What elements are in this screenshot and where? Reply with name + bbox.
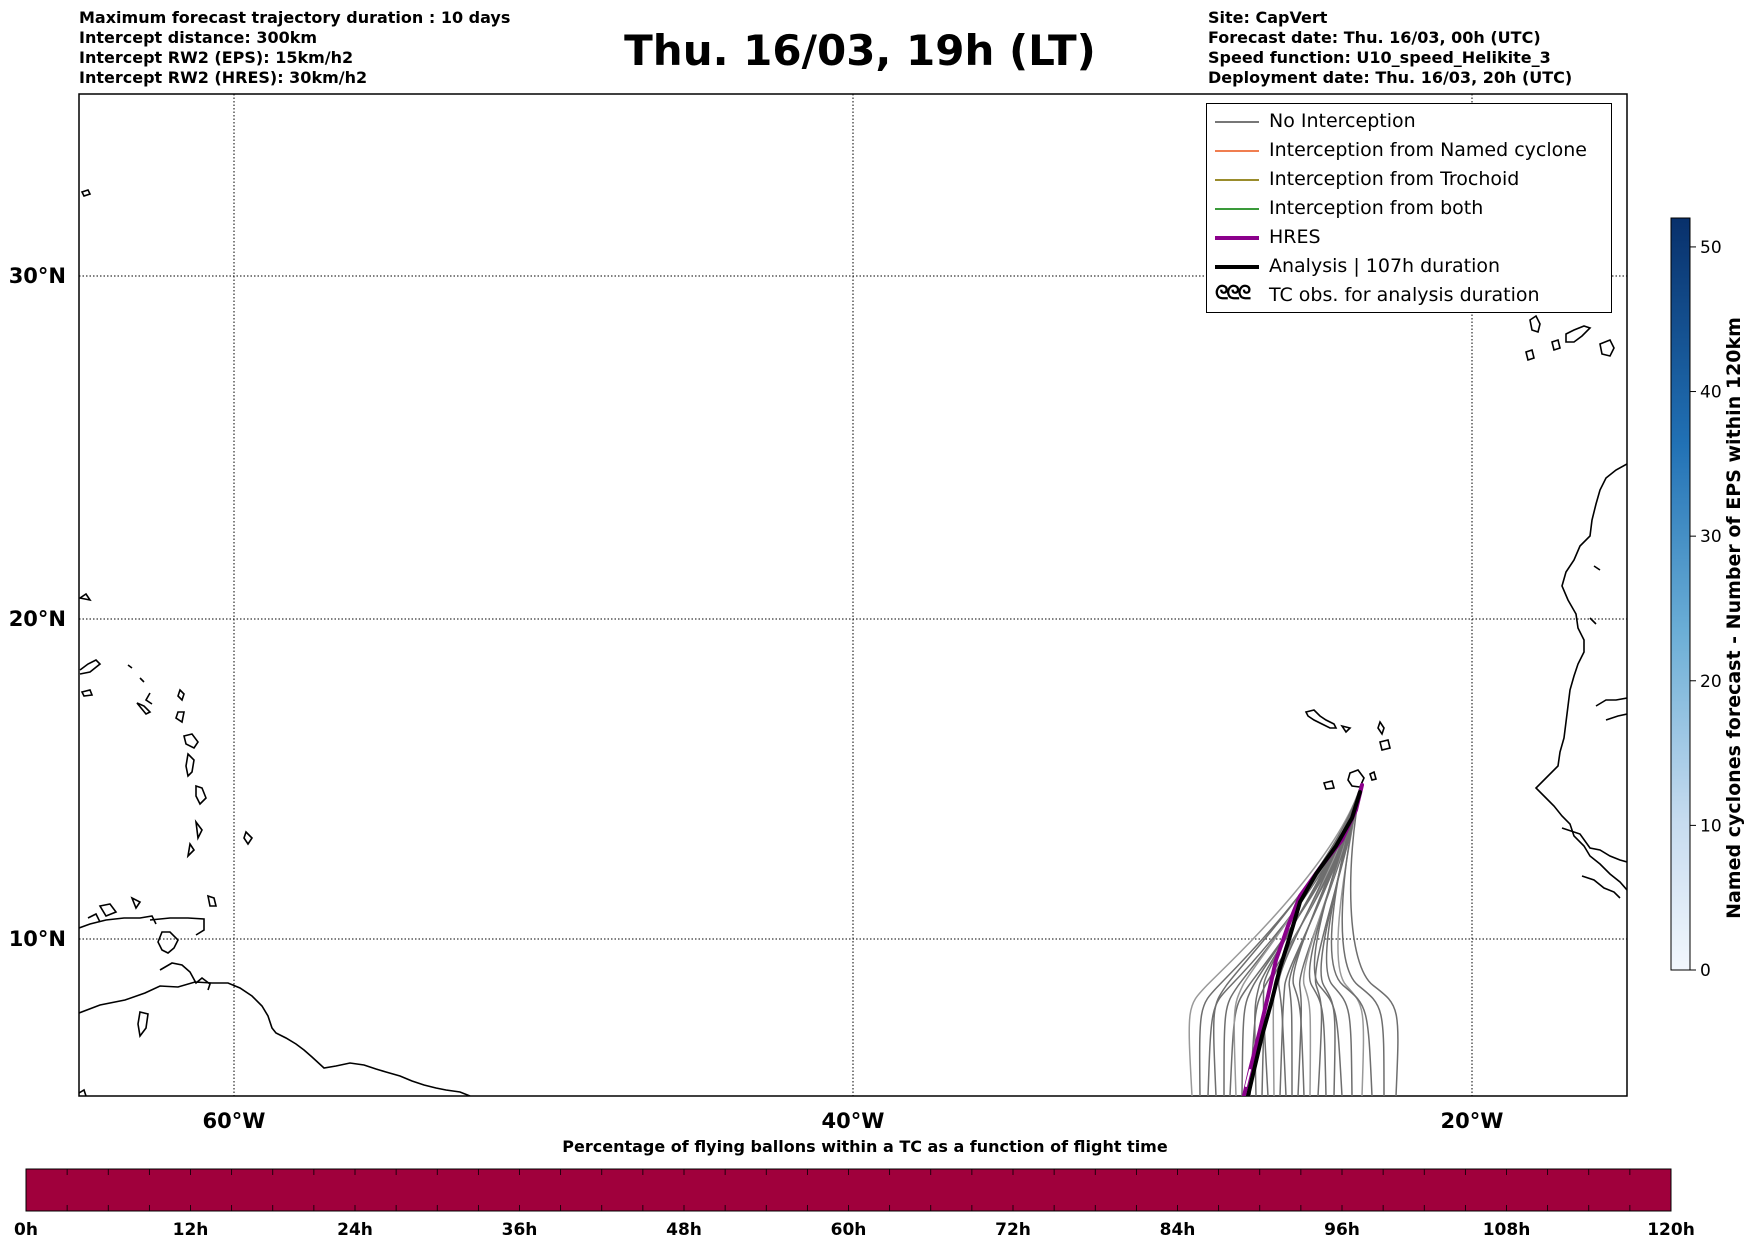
- ensemble-trajectory: [1349, 784, 1399, 1096]
- legend-swatch-trochoid: [1215, 179, 1259, 181]
- speed-function-text: Speed function: U10_speed_Helikite_3: [1208, 48, 1551, 67]
- cyclone-colorbar-tick: 40: [1700, 383, 1722, 403]
- flight-time-tick: 36h: [502, 1220, 538, 1240]
- ensemble-trajectory: [1313, 784, 1362, 1096]
- coast-canary-islands: [1529, 314, 1541, 334]
- analysis-trajectory: [1246, 790, 1362, 1096]
- ensemble-trajectory: [1314, 784, 1362, 1096]
- coast-south-america: [79, 981, 471, 1096]
- flight-time-tick: 12h: [173, 1220, 209, 1240]
- cyclone-symbol-icon: ᘓᘓᘓ: [1215, 282, 1251, 304]
- cyclone-colorbar-tick: 0: [1700, 961, 1711, 981]
- legend-item-no-interception: No Interception: [1207, 107, 1611, 136]
- ensemble-trajectory: [1330, 784, 1373, 1096]
- ensemble-trajectory: [1188, 784, 1362, 1096]
- ensemble-trajectory: [1212, 784, 1362, 1096]
- cyclone-colorbar-label: Named cyclones forecast - Number of EPS …: [1723, 317, 1745, 919]
- intercept-eps-text: Intercept RW2 (EPS): 15km/h2: [79, 48, 354, 67]
- cyclone-colorbar-gradient: [1670, 217, 1691, 971]
- cyclone-colorbar-ticks: 0 10 20 30 40 50: [1690, 238, 1722, 981]
- forecast-date-text: Forecast date: Thu. 16/03, 00h (UTC): [1208, 28, 1541, 47]
- legend-swatch-analysis: [1215, 265, 1259, 269]
- lon-label-60w: 60°W: [203, 1109, 266, 1133]
- flight-time-tick: 48h: [666, 1220, 702, 1240]
- header-left-info: Maximum forecast trajectory duration : 1…: [79, 8, 510, 88]
- flight-time-tick: 24h: [337, 1220, 373, 1240]
- axis-labels: 60°W 40°W 20°W 30°N 20°N 10°N: [9, 264, 1504, 1133]
- ensemble-trajectory: [1292, 784, 1362, 1096]
- ensemble-trajectory: [1341, 784, 1385, 1096]
- legend-swatch-no-interception: [1215, 121, 1259, 123]
- flight-time-tick: 108h: [1483, 1220, 1531, 1240]
- flight-time-bar-title: Percentage of flying ballons within a TC…: [562, 1137, 1168, 1156]
- ensemble-trajectory: [1288, 784, 1362, 1096]
- legend-swatch-hres: [1215, 236, 1259, 240]
- lon-label-20w: 20°W: [1441, 1109, 1504, 1133]
- trajectory-ensemble: [1188, 784, 1399, 1096]
- cyclone-colorbar-tick: 50: [1700, 238, 1722, 258]
- flight-time-bar: 0h 12h 24h 36h 48h 60h 72h 84h 96h 108h 120h: [14, 1168, 1695, 1240]
- legend: No Interception Interception from Named …: [1206, 103, 1612, 313]
- legend-item-tc-obs: ᘓᘓᘓ TC obs. for analysis duration: [1215, 282, 1540, 306]
- site-text: Site: CapVert: [1208, 8, 1328, 27]
- flight-time-bar-fill: [25, 1168, 1672, 1212]
- flight-time-tick: 72h: [995, 1220, 1031, 1240]
- legend-swatch-both: [1215, 208, 1259, 210]
- header-right-info: Site: CapVert Forecast date: Thu. 16/03,…: [1208, 8, 1572, 88]
- lat-label-20n: 20°N: [9, 607, 66, 631]
- page-title: Thu. 16/03, 19h (LT): [624, 26, 1096, 75]
- cyclone-colorbar: 0 10 20 30 40 50: [1670, 217, 1722, 981]
- flight-time-ticks: 0h 12h 24h 36h 48h 60h 72h 84h 96h 108h 120h: [14, 1220, 1695, 1240]
- gridlines: [79, 94, 1627, 1096]
- legend-swatch-named-cyclone: [1215, 150, 1259, 152]
- cyclone-colorbar-tick: 20: [1700, 672, 1722, 692]
- flight-time-tick: 60h: [831, 1220, 867, 1240]
- deployment-date-text: Deployment date: Thu. 16/03, 20h (UTC): [1208, 68, 1573, 87]
- flight-time-tick: 84h: [1160, 1220, 1196, 1240]
- max-duration-text: Maximum forecast trajectory duration : 1…: [79, 8, 511, 27]
- flight-time-tick: 0h: [14, 1220, 38, 1240]
- legend-item-hres: HRES: [1207, 223, 1611, 252]
- coast-west-africa: [1534, 463, 1627, 891]
- flight-time-tick: 96h: [1324, 1220, 1360, 1240]
- coast-cape-verde: [1304, 709, 1338, 729]
- cyclone-colorbar-tick: 10: [1700, 816, 1722, 836]
- legend-item-analysis: Analysis | 107h duration: [1207, 252, 1611, 281]
- coastlines: [79, 189, 1627, 1096]
- ensemble-trajectory: [1302, 784, 1362, 1096]
- flight-time-tick: 120h: [1647, 1220, 1695, 1240]
- lat-label-10n: 10°N: [9, 927, 66, 951]
- lat-label-30n: 30°N: [9, 264, 66, 288]
- intercept-hres-text: Intercept RW2 (HRES): 30km/h2: [79, 68, 368, 87]
- cyclone-colorbar-tick: 30: [1700, 527, 1722, 547]
- legend-item-both: Interception from both: [1207, 194, 1611, 223]
- lon-label-40w: 40°W: [822, 1109, 885, 1133]
- legend-item-trochoid: Interception from Trochoid: [1207, 165, 1611, 194]
- legend-item-named-cyclone: Interception from Named cyclone: [1207, 136, 1611, 165]
- intercept-distance-text: Intercept distance: 300km: [79, 28, 318, 47]
